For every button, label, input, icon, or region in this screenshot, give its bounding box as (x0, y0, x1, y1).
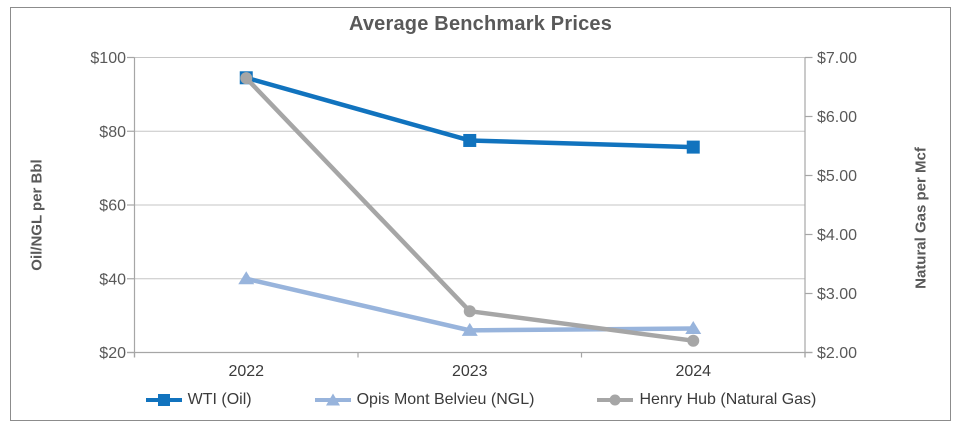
left-tick-label: $80 (99, 124, 126, 141)
left-tick-label: $40 (99, 271, 126, 288)
category-label: 2023 (452, 363, 488, 380)
right-tick-label: $6.00 (817, 109, 857, 126)
circle-marker-icon (463, 305, 476, 318)
left-tick-label: $100 (90, 50, 126, 67)
left-tick-label: $60 (99, 198, 126, 215)
circle-marker-icon (240, 72, 253, 85)
triangle-marker-icon (238, 271, 255, 285)
square-marker-icon (686, 140, 700, 154)
chart-legend: WTI (Oil) Opis Mont Belvieu (NGL) Henry Hu… (0, 391, 961, 409)
legend-triangle-marker-icon (314, 393, 351, 406)
legend-label: WTI (Oil) (187, 391, 252, 408)
triangle-marker-icon (461, 322, 478, 336)
legend-item: WTI (Oil) (145, 391, 252, 409)
circle-marker-icon (687, 334, 700, 347)
right-axis-title: Natural Gas per Mcf (912, 147, 930, 289)
legend-label: Henry Hub (Natural Gas) (639, 391, 817, 408)
right-tick-label: $5.00 (817, 168, 857, 185)
legend-square-marker-icon (145, 394, 182, 406)
right-tick-label: $7.00 (817, 50, 857, 67)
left-axis-title: Oil/NGL per Bbl (28, 159, 46, 271)
chart-title: Average Benchmark Prices (348, 13, 613, 35)
right-tick-label: $4.00 (817, 227, 857, 244)
triangle-marker-icon (685, 321, 702, 335)
legend-item: Opis Mont Belvieu (NGL) (314, 391, 535, 409)
legend-circle-marker-icon (597, 394, 634, 406)
legend-item: Henry Hub (Natural Gas) (596, 391, 816, 409)
legend-label: Opis Mont Belvieu (NGL) (356, 391, 535, 408)
left-tick-label: $20 (99, 345, 126, 362)
square-marker-icon (463, 133, 477, 147)
category-label: 2022 (228, 363, 264, 380)
category-label: 2024 (675, 363, 711, 380)
right-tick-label: $3.00 (817, 286, 857, 303)
right-tick-label: $2.00 (817, 345, 857, 362)
series-line (244, 75, 696, 343)
series-line (244, 276, 696, 333)
